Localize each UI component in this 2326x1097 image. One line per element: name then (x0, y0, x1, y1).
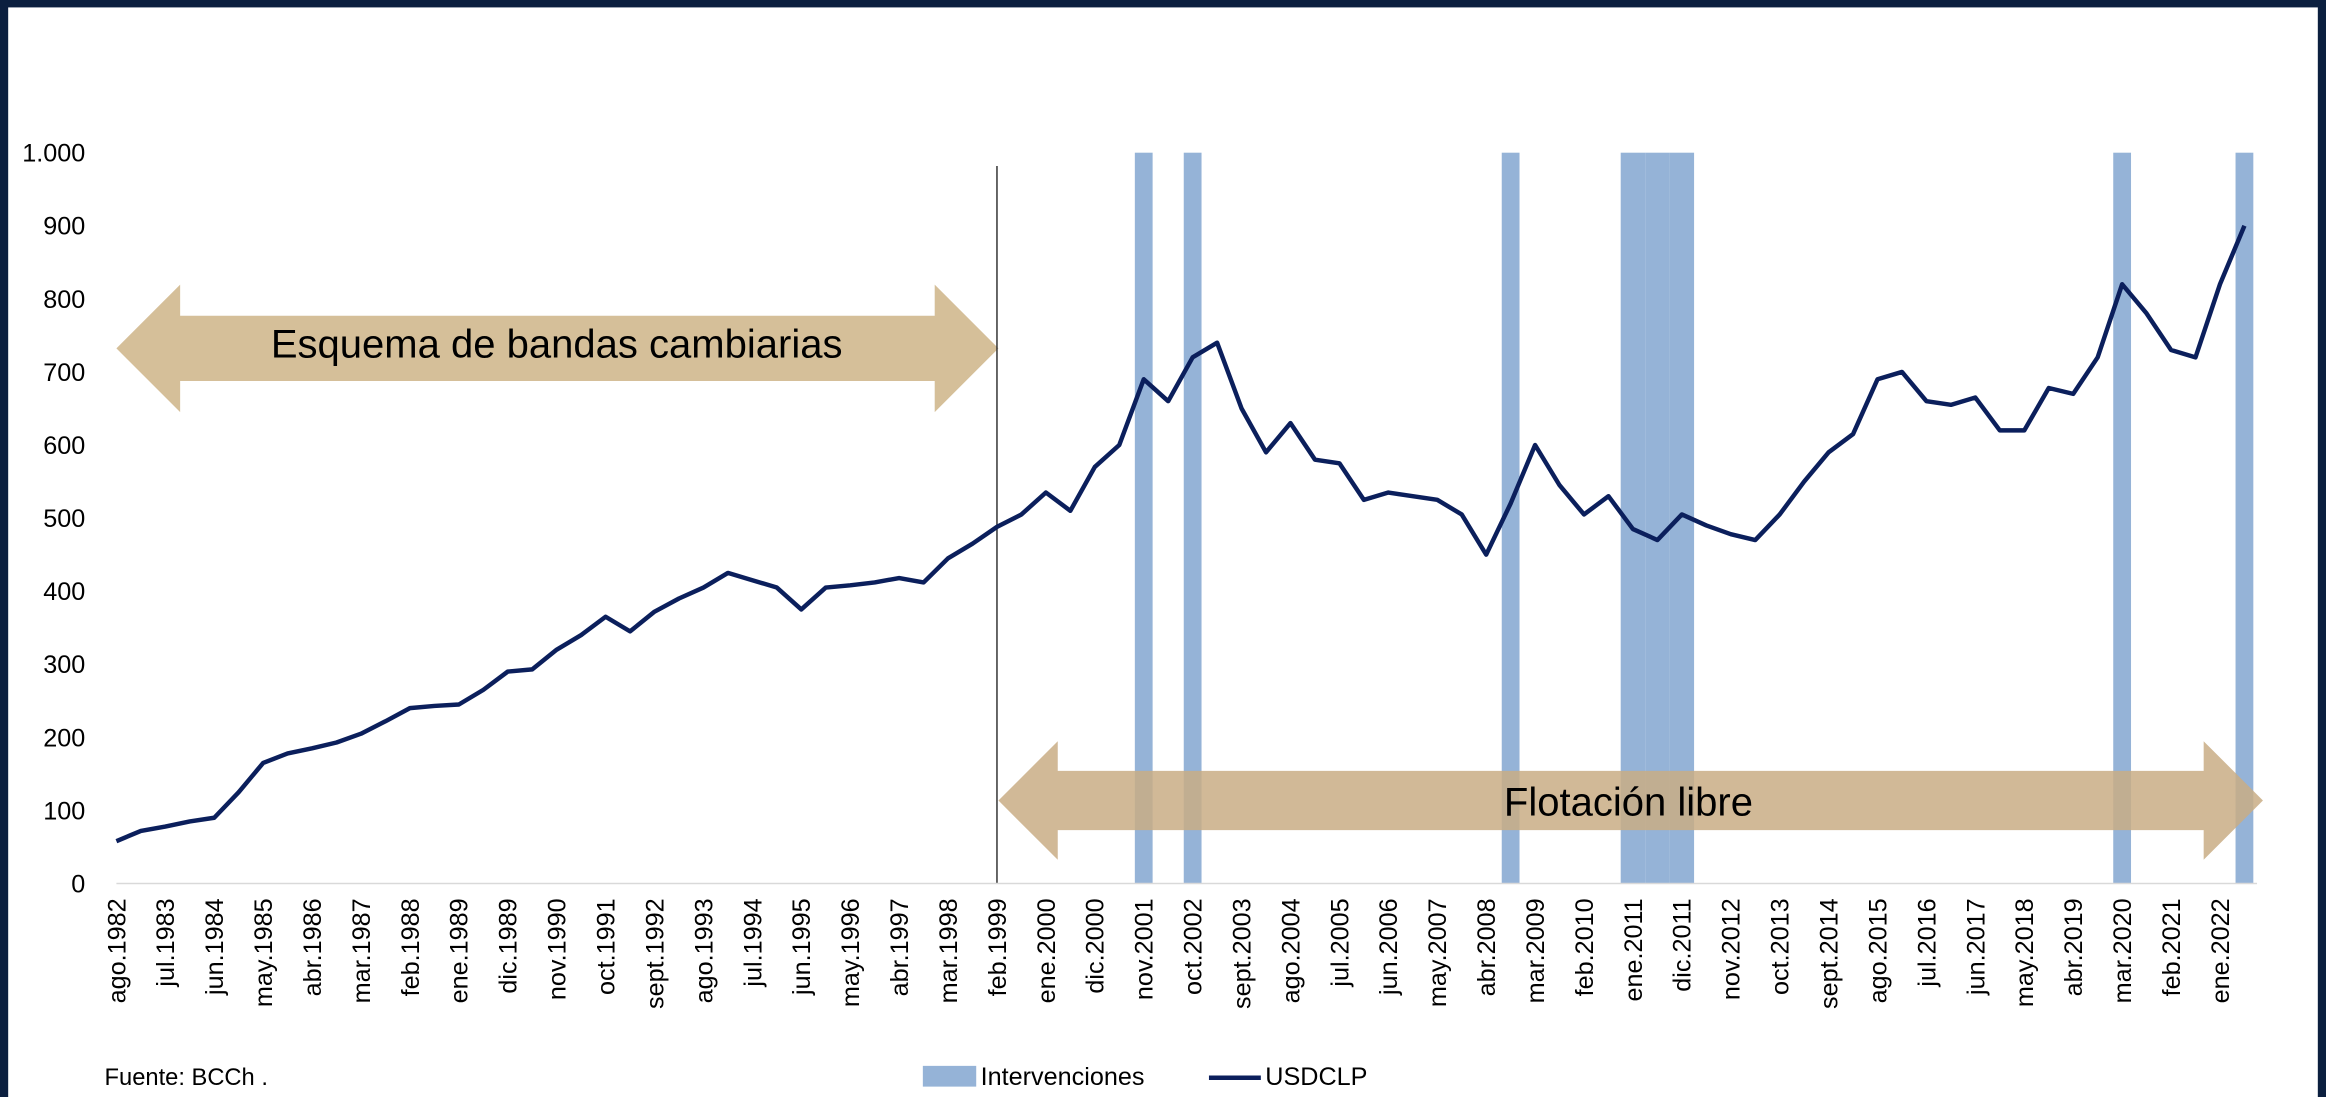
x-tick-label: sept.2003 (1228, 898, 1256, 1009)
x-tick-label: feb.1999 (984, 898, 1012, 996)
x-tick-label: dic.1989 (495, 898, 523, 993)
legend-swatch (922, 1065, 977, 1087)
y-tick-label: 200 (43, 724, 85, 752)
legend-label: USDCLP (1265, 1063, 1367, 1091)
y-tick-label: 900 (43, 213, 85, 241)
x-tick-label: feb.2010 (1571, 898, 1599, 996)
x-tick-label: mar.2009 (1522, 898, 1550, 1003)
y-tick-label: 700 (43, 359, 85, 387)
arrow (998, 741, 2263, 860)
x-tick-label: feb.2021 (2158, 898, 2186, 996)
x-tick-label: jun.1995 (788, 898, 816, 996)
intervention-bar (1501, 152, 1520, 884)
x-tick-label: mar.1987 (348, 898, 376, 1003)
x-tick-label: ago.1993 (690, 898, 718, 1003)
x-tick-label: abr.1997 (886, 898, 914, 996)
y-tick-label: 400 (43, 578, 85, 606)
plot-background (8, 7, 2318, 1097)
y-tick-label: 300 (43, 651, 85, 679)
x-tick-label: sept.2014 (1816, 898, 1844, 1009)
intervention-bar (1645, 152, 1670, 884)
x-tick-label: oct.2013 (1767, 898, 1795, 995)
legend-label: Intervenciones (981, 1063, 1145, 1091)
intervention-bar (1183, 152, 1202, 884)
x-tick-label: nov.1990 (544, 898, 572, 1000)
x-tick-label: jul.1983 (152, 898, 180, 987)
x-tick-label: abr.1986 (299, 898, 327, 996)
arrow (116, 284, 999, 413)
x-tick-label: dic.2011 (1669, 898, 1697, 991)
x-tick-label: ago.2015 (1864, 898, 1892, 1003)
x-tick-label: may.2007 (1424, 898, 1452, 1007)
x-tick-label: abr.2008 (1473, 898, 1501, 996)
source: Fuente: BCCh . (105, 1065, 268, 1091)
x-tick-label: ene.1989 (446, 898, 474, 1003)
x-tick-label: nov.2001 (1131, 898, 1159, 1000)
y-tick-label: 500 (43, 505, 85, 533)
x-tick-label: dic.2000 (1082, 898, 1110, 993)
x-tick-label: may.1996 (837, 898, 865, 1007)
x-tick-label: ago.1982 (103, 898, 131, 1003)
x-tick-label: jun.1984 (201, 898, 229, 996)
y-tick-label: 800 (43, 286, 85, 314)
x-tick-label: ago.2004 (1277, 898, 1305, 1003)
annotation: Esquema de bandas cambiarias (271, 322, 843, 366)
y-tick-label: 600 (43, 432, 85, 460)
x-tick-label: feb.1988 (397, 898, 425, 996)
x-tick-label: ene.2011 (1620, 898, 1648, 1001)
x-tick-label: mar.1998 (935, 898, 963, 1003)
x-tick-label: jul.2005 (1326, 898, 1354, 987)
y-tick-label: 1.000 (22, 140, 85, 168)
x-tick-label: jun.2006 (1375, 898, 1403, 996)
y-tick-label: 100 (43, 797, 85, 825)
annotation: Flotación libre (1504, 780, 1753, 824)
intervention-bar (2113, 152, 2132, 884)
intervention-bar (2235, 152, 2254, 884)
x-tick-label: may.1985 (250, 898, 278, 1007)
x-tick-label: may.2018 (2011, 898, 2039, 1007)
x-tick-label: abr.2019 (2060, 898, 2088, 996)
x-tick-label: nov.2012 (1718, 898, 1746, 1000)
x-tick-label: ene.2022 (2207, 898, 2235, 1003)
x-tick-label: jun.2017 (1962, 898, 1990, 996)
x-tick-label: oct.1991 (593, 898, 621, 995)
x-tick-label: ene.2000 (1033, 898, 1061, 1003)
line-series (115, 224, 2247, 844)
x-tick-label: sept.1992 (641, 898, 669, 1009)
x-tick-label: jul.1994 (739, 898, 767, 987)
y-tick-label: 0 (71, 870, 85, 898)
intervention-bar (1134, 152, 1153, 884)
x-tick-label: jul.2016 (1913, 898, 1941, 987)
x-tick-label: mar.2020 (2109, 898, 2137, 1003)
x-tick-label: oct.2002 (1180, 898, 1208, 995)
